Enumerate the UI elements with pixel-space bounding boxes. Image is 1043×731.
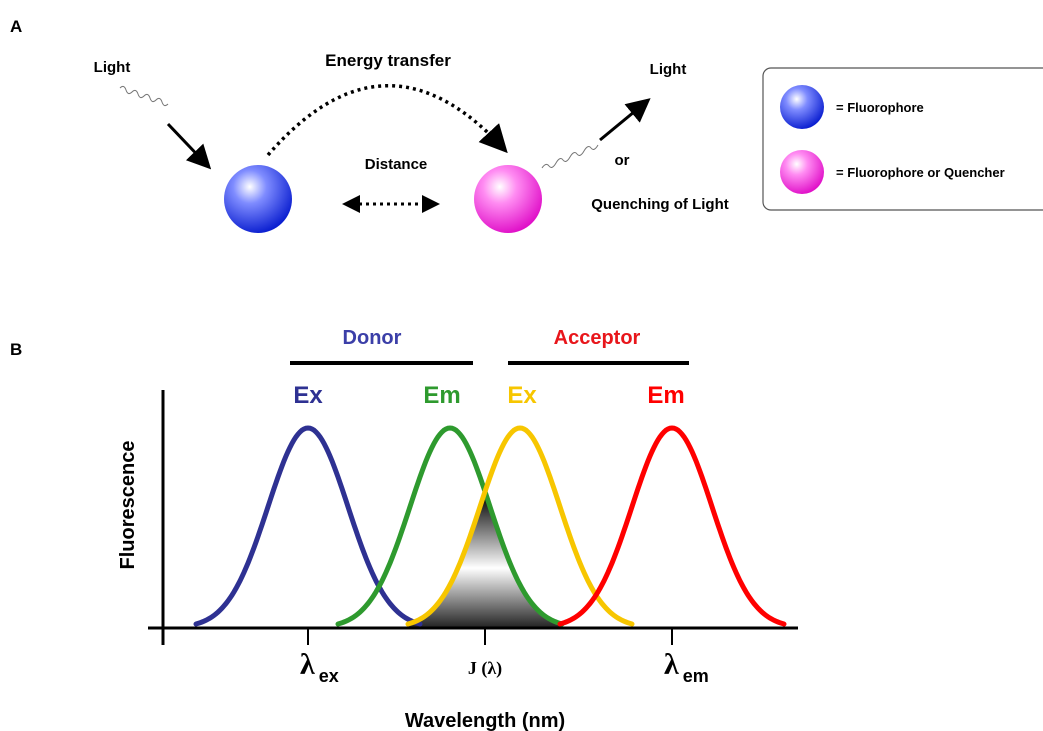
energy-arrow <box>268 86 503 155</box>
spectrum-curve <box>560 428 784 624</box>
y-label: Fluorescence <box>117 441 139 570</box>
arrow <box>168 124 207 165</box>
subscript: em <box>683 666 709 686</box>
x-label: Wavelength (nm) <box>405 710 565 731</box>
symbol: λ <box>300 648 315 681</box>
quencher <box>474 165 542 233</box>
fluorophore <box>224 165 292 233</box>
tick-label: J (λ) <box>468 658 502 679</box>
panel-a: A Light Energy transfer Light Distance o… <box>10 17 1043 233</box>
panel-label: A <box>10 17 22 36</box>
wave <box>542 145 598 168</box>
spectrum-curve <box>196 428 420 624</box>
donor-ex: Ex <box>293 382 323 409</box>
symbol: λ <box>664 648 679 681</box>
fret-figure: A Light Energy transfer Light Distance o… <box>0 0 1043 731</box>
distance-label: Distance <box>365 156 428 173</box>
legend-entry: = Fluorophore <box>836 100 924 115</box>
acceptor-em: Em <box>647 382 684 409</box>
arrow <box>600 102 646 140</box>
light-out-label: Light <box>650 61 687 78</box>
legend-sphere <box>780 85 824 129</box>
or-label: or <box>615 152 630 169</box>
energy-transfer-label: Energy transfer <box>325 51 451 70</box>
panel-b: B Donor Acceptor Ex Em Ex Em Fluorescenc… <box>10 327 798 731</box>
wave <box>120 86 168 105</box>
donor-title: Donor <box>343 327 402 349</box>
acceptor-title: Acceptor <box>554 327 641 349</box>
quenching-label: Quenching of Light <box>591 196 728 213</box>
legend-sphere <box>780 150 824 194</box>
legend-entry: = Fluorophore or Quencher <box>836 165 1005 180</box>
panel-label: B <box>10 340 22 359</box>
acceptor-ex: Ex <box>507 382 537 409</box>
light-in-label: Light <box>94 59 131 76</box>
subscript: ex <box>319 666 339 686</box>
donor-em: Em <box>423 382 460 409</box>
